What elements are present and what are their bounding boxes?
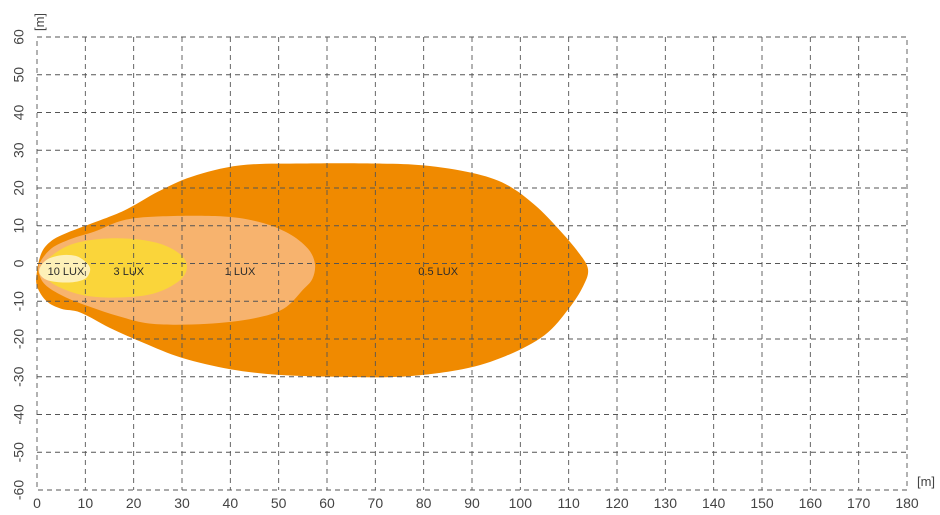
zone-label-3-lux: 3 LUX (114, 266, 145, 278)
y-tick-label: 40 (11, 105, 27, 121)
x-axis-unit: [m] (917, 474, 935, 489)
x-tick-label: 50 (271, 495, 287, 511)
y-axis-unit: [m] (32, 13, 47, 31)
x-tick-label: 160 (799, 495, 823, 511)
y-tick-label: -20 (11, 329, 27, 349)
x-tick-label: 140 (702, 495, 726, 511)
y-tick-label: 50 (11, 67, 27, 83)
y-tick-label: -50 (11, 442, 27, 462)
y-tick-label: 10 (11, 218, 27, 234)
x-tick-label: 60 (319, 495, 335, 511)
x-tick-label: 130 (654, 495, 678, 511)
zone-10-lux (39, 254, 91, 283)
y-axis-ticks: 60 50 40 30 20 10 0 -10 -20 -30 -40 -50 -60 (11, 29, 27, 500)
y-tick-label: -60 (11, 480, 27, 500)
x-tick-label: 0 (33, 495, 41, 511)
x-tick-label: 10 (78, 495, 94, 511)
zone-labels: 0.5 LUX 1 LUX 3 LUX 10 LUX (48, 266, 459, 278)
zone-label-10-lux: 10 LUX (48, 266, 85, 278)
x-tick-label: 90 (464, 495, 480, 511)
x-tick-label: 120 (605, 495, 629, 511)
x-tick-label: 30 (174, 495, 190, 511)
x-tick-label: 110 (558, 495, 581, 511)
x-tick-label: 180 (895, 495, 919, 511)
y-tick-label: -40 (11, 404, 27, 424)
y-tick-label: 60 (11, 29, 27, 45)
y-tick-label: -30 (11, 366, 27, 386)
zone-3-lux (41, 238, 188, 298)
x-axis-ticks: 0 10 20 30 40 50 60 70 80 90 100 110 120 130 140 150 160… (33, 495, 919, 511)
zone-label-0-5-lux: 0.5 LUX (418, 266, 458, 278)
x-tick-label: 80 (416, 495, 432, 511)
x-tick-label: 100 (509, 495, 533, 511)
y-tick-label: -10 (11, 291, 27, 311)
x-tick-label: 170 (847, 495, 871, 511)
y-tick-label: 30 (11, 142, 27, 158)
x-tick-label: 20 (126, 495, 142, 511)
zone-label-1-lux: 1 LUX (225, 266, 256, 278)
chart-grid (36, 36, 908, 491)
x-tick-label: 70 (368, 495, 384, 511)
y-tick-label: 0 (11, 259, 27, 267)
isolux-zones (36, 163, 589, 378)
x-tick-label: 150 (750, 495, 774, 511)
y-tick-label: 20 (11, 180, 27, 196)
x-tick-label: 40 (223, 495, 239, 511)
